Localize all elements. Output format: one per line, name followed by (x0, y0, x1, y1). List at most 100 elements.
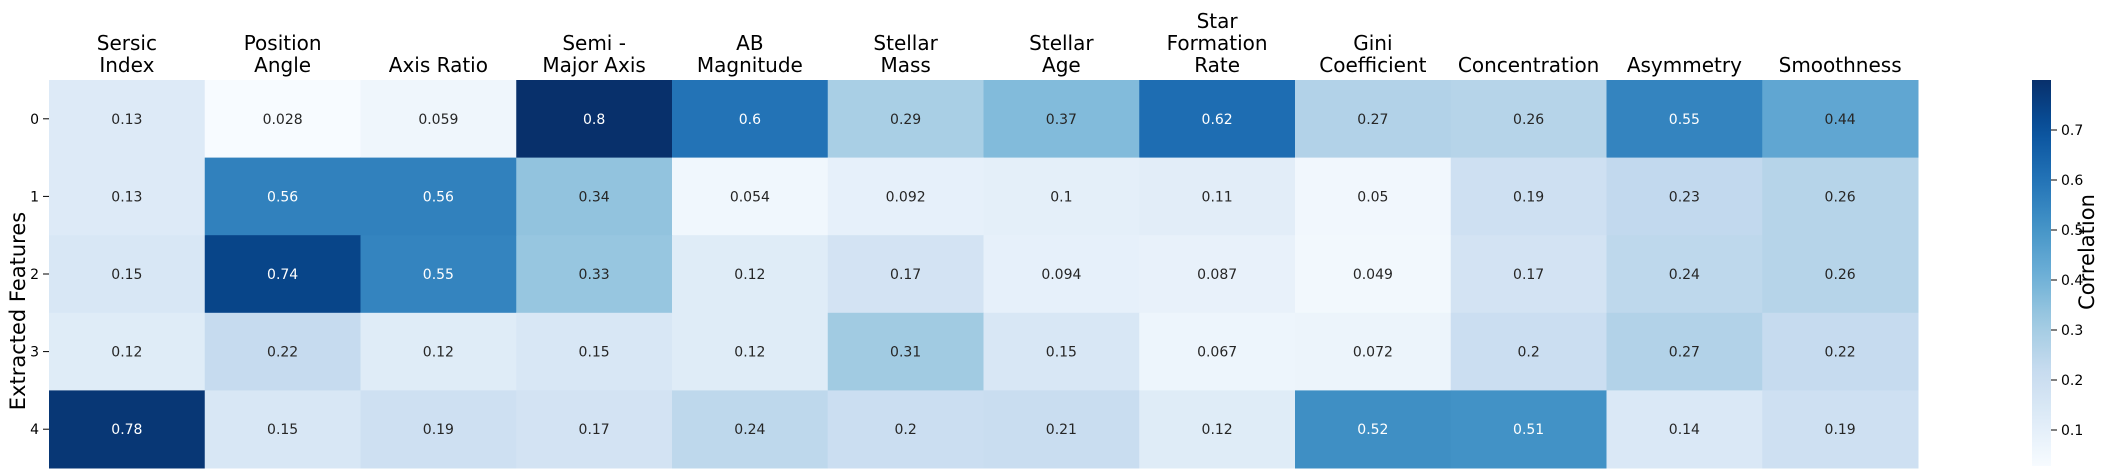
cell-value-label: 0.6 (739, 112, 761, 128)
heatmap-cell (827, 312, 984, 391)
cell-value-label: 0.26 (1513, 112, 1544, 128)
row-label: 4 (30, 422, 39, 438)
cell-value-label: 0.21 (1046, 422, 1077, 438)
column-label: Rate (1194, 53, 1240, 77)
heatmap-cell (1450, 390, 1607, 469)
colorbar-tick-label: 0.6 (2061, 173, 2083, 189)
heatmap-cell (49, 235, 206, 314)
column-label: Magnitude (697, 53, 803, 77)
heatmap-cell (1295, 157, 1452, 236)
colorbar-label: Correlation (2075, 194, 2099, 310)
column-label: Concentration (1458, 53, 1599, 77)
heatmap-cell (1450, 80, 1607, 159)
heatmap-cell (516, 390, 673, 469)
column-label: Angle (254, 53, 311, 77)
colorbar-tick-label: 0.3 (2061, 323, 2083, 339)
row-label: 0 (30, 112, 39, 128)
colorbar-tick-label: 0.7 (2061, 123, 2083, 139)
cell-value-label: 0.55 (423, 267, 454, 283)
heatmap-cell (827, 80, 984, 159)
heatmap-cell (983, 390, 1140, 469)
heatmap-cell (1606, 235, 1763, 314)
colorbar-gradient (2032, 80, 2051, 466)
cell-value-label: 0.23 (1669, 189, 1700, 205)
cell-value-label: 0.55 (1669, 112, 1700, 128)
heatmap-cell (204, 235, 361, 314)
cell-value-label: 0.52 (1357, 422, 1388, 438)
heatmap-cell (1606, 80, 1763, 159)
colorbar-tick-label: 0.1 (2061, 423, 2083, 439)
cell-value-label: 0.092 (886, 189, 926, 205)
cell-value-label: 0.11 (1202, 189, 1233, 205)
cell-value-label: 0.12 (1202, 422, 1233, 438)
cell-value-label: 0.56 (267, 189, 298, 205)
cell-value-label: 0.12 (734, 345, 765, 361)
cell-value-label: 0.27 (1357, 112, 1388, 128)
heatmap-cell (516, 80, 673, 159)
heatmap-cell (983, 312, 1140, 391)
cell-value-label: 0.24 (1669, 267, 1700, 283)
cell-value-label: 0.27 (1669, 345, 1700, 361)
cell-value-label: 0.12 (423, 345, 454, 361)
heatmap-cell (1762, 312, 1919, 391)
heatmap-cell (516, 235, 673, 314)
cell-value-label: 0.072 (1353, 345, 1393, 361)
cell-value-label: 0.19 (1825, 422, 1856, 438)
heatmap-cell (672, 390, 829, 469)
colorbar: 0.1 0.2 0.3 0.4 0.5 0.6 0.7 (2032, 80, 2083, 466)
cell-value-label: 0.15 (579, 345, 610, 361)
heatmap-cell (49, 390, 206, 469)
cell-value-label: 0.33 (579, 267, 610, 283)
heatmap-cell (1606, 312, 1763, 391)
heatmap-cell (672, 235, 829, 314)
cell-value-label: 0.34 (579, 189, 610, 205)
column-label: Smoothness (1779, 53, 1902, 77)
column-label: Star (1197, 9, 1239, 33)
heatmap-cell (204, 80, 361, 159)
heatmap-cell (1606, 157, 1763, 236)
cell-value-label: 0.78 (111, 422, 142, 438)
heatmap-cell (49, 312, 206, 391)
heatmap-cell (1139, 157, 1296, 236)
cell-value-label: 0.2 (894, 422, 916, 438)
row-label: 3 (30, 345, 39, 361)
heatmap-cell (1450, 312, 1607, 391)
heatmap-cell (1762, 235, 1919, 314)
row-labels: 0 1 2 3 4 (30, 112, 49, 438)
colorbar-tick-label: 0.4 (2061, 273, 2083, 289)
heatmap-cell (204, 312, 361, 391)
cell-value-label: 0.44 (1825, 112, 1856, 128)
column-label: Mass (880, 53, 930, 77)
column-label: Gini (1353, 31, 1392, 55)
cell-value-label: 0.087 (1197, 267, 1237, 283)
heatmap-cell (672, 157, 829, 236)
heatmap-cell (1762, 390, 1919, 469)
cell-value-label: 0.049 (1353, 267, 1393, 283)
heatmap-cell (1295, 235, 1452, 314)
heatmap-cell (1139, 312, 1296, 391)
cell-value-label: 0.15 (267, 422, 298, 438)
heatmap-cell (49, 80, 206, 159)
heatmap-cells: 0.13 0.028 0.059 0.8 0.6 0.29 0.37 0.62 0.27 0.26… (49, 80, 1919, 469)
cell-value-label: 0.37 (1046, 112, 1077, 128)
cell-value-label: 0.15 (111, 267, 142, 283)
cell-value-label: 0.054 (730, 189, 770, 205)
column-label: Sersic (97, 31, 157, 55)
cell-value-label: 0.31 (890, 345, 921, 361)
cell-value-label: 0.8 (583, 112, 605, 128)
column-label: AB (736, 31, 763, 55)
cell-value-label: 0.51 (1513, 422, 1544, 438)
cell-value-label: 0.74 (267, 267, 298, 283)
heatmap-cell (1606, 390, 1763, 469)
y-axis-label: Extracted Features (6, 212, 30, 410)
cell-value-label: 0.26 (1825, 267, 1856, 283)
column-label: Coefficient (1319, 53, 1426, 77)
cell-value-label: 0.22 (1825, 345, 1856, 361)
heatmap-cell (360, 80, 517, 159)
column-label: Index (99, 53, 154, 77)
heatmap-cell (516, 312, 673, 391)
cell-value-label: 0.12 (734, 267, 765, 283)
cell-value-label: 0.2 (1517, 345, 1539, 361)
